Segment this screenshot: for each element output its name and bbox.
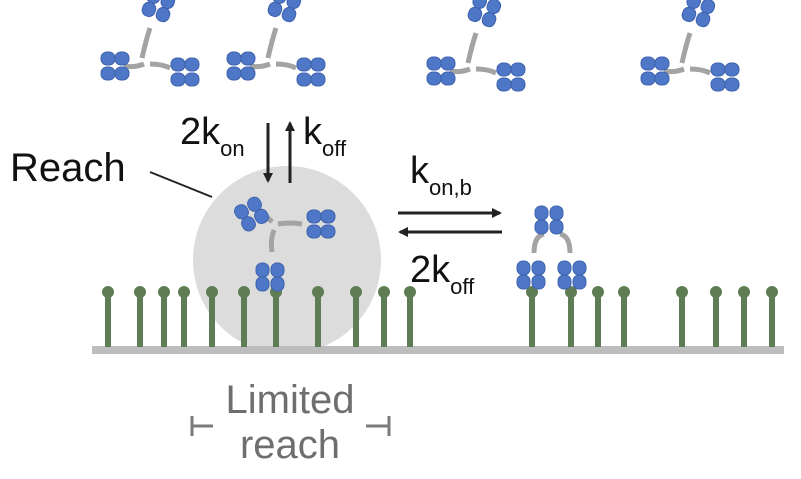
konb-label: kon,b [410, 150, 472, 200]
membrane-antigen-icon [206, 286, 218, 347]
y-shaped-antibody-icon [426, 0, 526, 92]
kon-label: 2kon [180, 111, 245, 161]
membrane-antigen-icon [312, 286, 324, 347]
cell-membrane [92, 346, 784, 354]
y-shaped-antibody-icon [100, 0, 200, 87]
membrane-antigen-icon [618, 286, 630, 347]
membrane-antigen-icon [526, 286, 538, 347]
y-shaped-antibody-icon [640, 0, 740, 92]
koff-label: koff [303, 111, 347, 161]
antigen-group [102, 286, 778, 347]
reach-pointer-line [149, 171, 213, 198]
membrane-antigen-icon [565, 286, 577, 347]
limited-reach-bracket [190, 416, 391, 436]
monovalent-bound-antibody-icon [234, 196, 336, 292]
membrane-antigen-icon [404, 286, 416, 347]
limited-label: Limited [226, 378, 355, 422]
membrane-antigen-icon [102, 286, 114, 347]
membrane-antigen-icon [592, 286, 604, 347]
membrane-antigen-icon [350, 286, 362, 347]
reach-circle [193, 166, 381, 354]
membrane-antigen-icon [766, 286, 778, 347]
koff2-label: 2koff [410, 249, 475, 299]
membrane-antigen-icon [178, 286, 190, 347]
membrane-antigen-icon [158, 286, 170, 347]
bivalent-bound-antibody-icon [516, 205, 587, 290]
membrane-antigen-icon [378, 286, 390, 347]
membrane-antigen-icon [676, 286, 688, 347]
free-antibody-group [100, 0, 740, 92]
membrane-antigen-icon [710, 286, 722, 347]
reach-lower-label: reach [240, 423, 340, 467]
y-shaped-antibody-icon [226, 0, 326, 87]
reach-label: Reach [10, 146, 126, 190]
membrane-antigen-icon [134, 286, 146, 347]
membrane-antigen-icon [738, 286, 750, 347]
membrane-antigen-icon [238, 286, 250, 347]
